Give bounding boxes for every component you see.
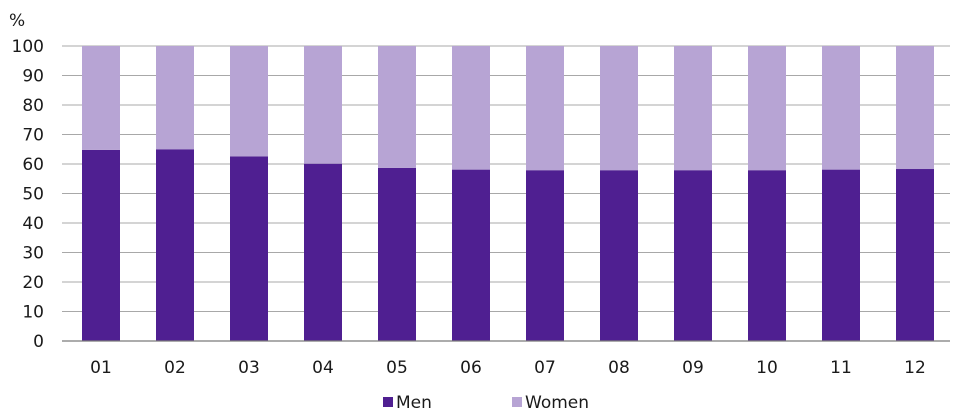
x-tick-label: 03 bbox=[238, 358, 260, 378]
legend: Men Women bbox=[383, 393, 589, 410]
gridlines bbox=[62, 45, 950, 312]
x-tick-label: 10 bbox=[756, 358, 778, 378]
x-tick-label: 01 bbox=[90, 358, 112, 378]
bar-women-03 bbox=[230, 46, 268, 157]
legend-label-men: Men bbox=[396, 393, 432, 410]
bar-men-10 bbox=[748, 170, 786, 341]
bar-women-04 bbox=[304, 46, 342, 164]
x-tick-label: 07 bbox=[534, 358, 556, 378]
bar-women-08 bbox=[600, 46, 638, 171]
bar-men-02 bbox=[156, 149, 194, 341]
y-tick-label: 50 bbox=[22, 185, 44, 205]
bar-men-01 bbox=[82, 149, 120, 341]
y-tick-label: 80 bbox=[22, 96, 44, 116]
x-tick-label: 06 bbox=[460, 358, 482, 378]
bar-women-07 bbox=[526, 46, 564, 171]
y-tick-label: 60 bbox=[22, 155, 44, 175]
bar-men-07 bbox=[526, 170, 564, 341]
x-tick-label: 05 bbox=[386, 358, 408, 378]
bar-men-12 bbox=[896, 169, 934, 341]
x-tick-label: 04 bbox=[312, 358, 334, 378]
bar-men-05 bbox=[378, 167, 416, 341]
bar-women-06 bbox=[452, 46, 490, 170]
y-tick-label: 90 bbox=[22, 67, 44, 87]
y-tick-label: 40 bbox=[22, 214, 44, 234]
x-tick-label: 08 bbox=[608, 358, 630, 378]
bar-women-05 bbox=[378, 46, 416, 168]
y-tick-label: 10 bbox=[22, 303, 44, 323]
bar-men-09 bbox=[674, 170, 712, 341]
x-tick-label: 02 bbox=[164, 358, 186, 378]
y-axis-unit-label: % bbox=[9, 11, 25, 31]
legend-swatch-men bbox=[383, 397, 393, 407]
x-axis-ticks: 01 02 03 04 05 06 07 08 09 10 11 12 bbox=[90, 358, 926, 378]
legend-swatch-women bbox=[512, 397, 522, 407]
bar-women-10 bbox=[748, 46, 786, 171]
bar-women-12 bbox=[896, 46, 934, 170]
bar-women-01 bbox=[82, 46, 120, 150]
bar-men-08 bbox=[600, 170, 638, 341]
y-tick-label: 70 bbox=[22, 126, 44, 146]
legend-label-women: Women bbox=[525, 393, 589, 410]
bar-women-09 bbox=[674, 46, 712, 171]
bar-men-11 bbox=[822, 169, 860, 341]
y-tick-label: 20 bbox=[22, 273, 44, 293]
y-tick-label: 0 bbox=[33, 332, 44, 352]
bars bbox=[82, 46, 934, 341]
bar-men-04 bbox=[304, 163, 342, 341]
bar-men-06 bbox=[452, 169, 490, 341]
bar-men-03 bbox=[230, 156, 268, 341]
bar-women-02 bbox=[156, 46, 194, 150]
x-tick-label: 11 bbox=[830, 358, 852, 378]
x-tick-label: 09 bbox=[682, 358, 704, 378]
y-tick-label: 100 bbox=[12, 37, 44, 57]
x-tick-label: 12 bbox=[904, 358, 926, 378]
y-tick-label: 30 bbox=[22, 244, 44, 264]
bar-women-11 bbox=[822, 46, 860, 170]
y-axis-ticks: 0 10 20 30 40 50 60 70 80 90 100 bbox=[12, 37, 44, 352]
